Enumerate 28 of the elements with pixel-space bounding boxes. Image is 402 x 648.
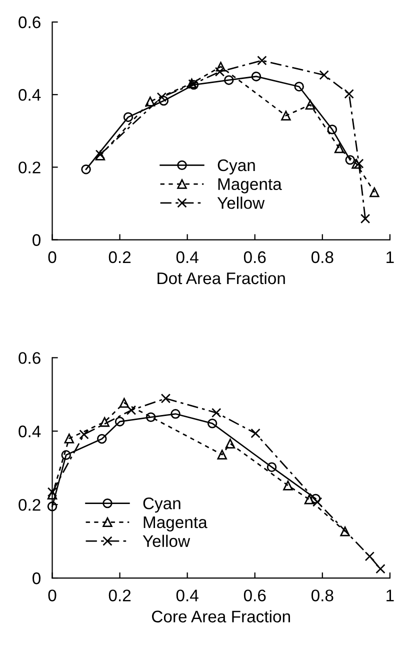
y-tick-label: 0	[32, 572, 40, 584]
legend-label: Magenta	[144, 516, 208, 532]
x-tick-label: 0.6	[244, 251, 266, 264]
legend-label: Yellow	[217, 196, 265, 209]
x-axis-title: Core Area Fraction	[152, 610, 290, 622]
x-axis-title: Dot Area Fraction	[158, 272, 285, 284]
y-tick-label: 0	[32, 234, 40, 246]
x-tick-label: 0.4	[176, 590, 198, 602]
y-tick-label: 0.2	[18, 498, 40, 511]
x-tick-label: 1	[386, 251, 394, 263]
x-tick-label: 0	[48, 251, 56, 264]
y-tick-label: 0.4	[18, 426, 41, 438]
legend-label: Cyan	[143, 497, 180, 513]
x-tick-label: 1	[386, 590, 394, 602]
x-tick-label: 0.8	[311, 590, 334, 602]
legend-label: Magenta	[218, 178, 282, 194]
y-tick-label: 0.6	[18, 352, 40, 364]
x-tick-label: 0.8	[311, 251, 334, 264]
x-tick-label: 0.2	[108, 251, 131, 264]
y-tick-label: 0.6	[18, 16, 40, 28]
legend-label: Yellow	[142, 534, 190, 548]
y-tick-label: 0.2	[18, 162, 40, 174]
x-tick-label: 0	[48, 590, 56, 602]
y-tick-label: 0.4	[18, 89, 41, 101]
x-tick-label: 0.2	[108, 590, 131, 602]
x-tick-label: 0.6	[244, 590, 266, 602]
legend-label: Cyan	[218, 159, 255, 174]
x-tick-label: 0.4	[176, 251, 198, 264]
